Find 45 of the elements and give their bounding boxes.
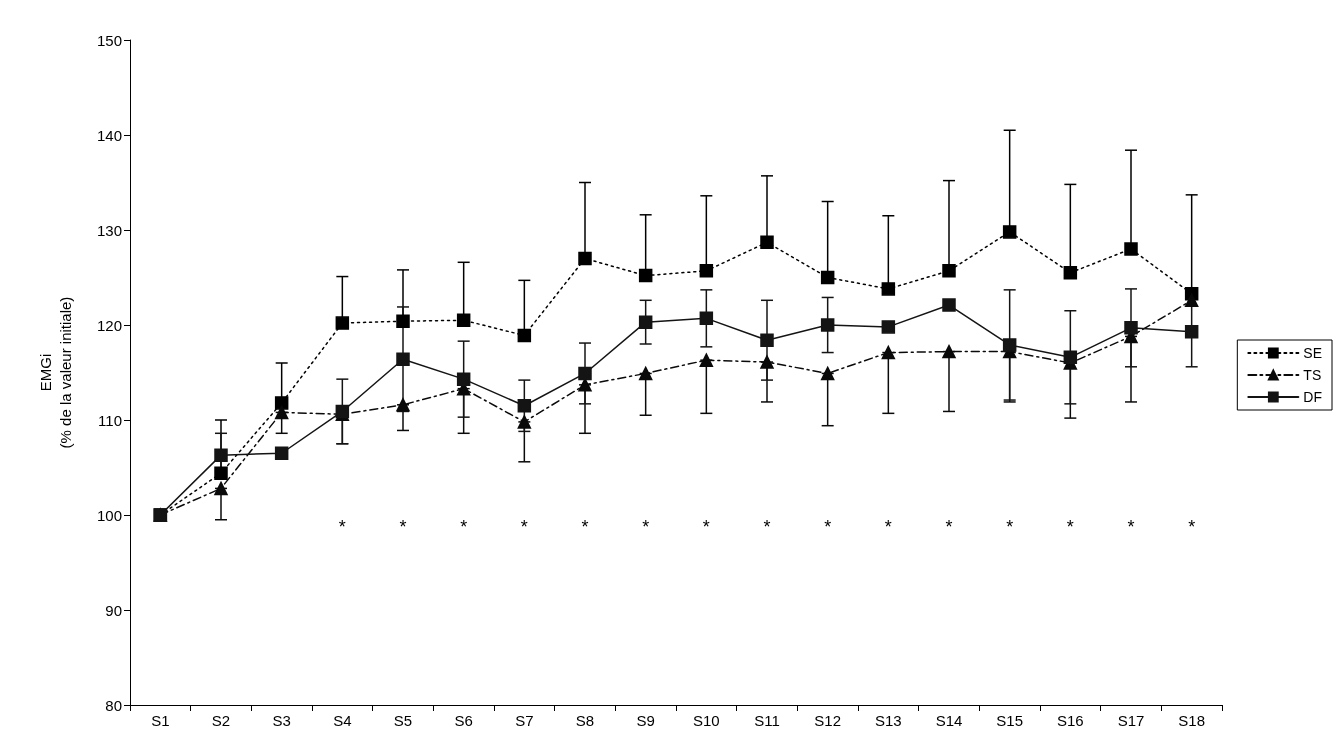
x-tick-label: S10: [692, 712, 720, 729]
y-tick-label: 90: [105, 601, 122, 619]
annotation: *: [945, 517, 953, 537]
y-tick-label: 80: [105, 696, 122, 714]
annotation: *: [520, 517, 528, 537]
y-tick-label: 120: [96, 316, 122, 334]
x-tick-label: S3: [272, 712, 291, 729]
y-tick-label: 100: [96, 506, 122, 524]
annotation: *: [702, 517, 710, 537]
annotation: *: [642, 517, 650, 537]
annotation: *: [1127, 517, 1135, 537]
annotation: *: [1066, 517, 1074, 537]
x-tick-label: S12: [814, 712, 842, 729]
annotation: *: [460, 517, 468, 537]
annotation: *: [581, 517, 589, 537]
x-tick-label: S13: [874, 712, 902, 729]
legend-label: SE: [1303, 345, 1323, 361]
y-axis-title: EMGi (% de la valeur initiale): [36, 296, 74, 449]
annotation: *: [399, 517, 407, 537]
x-tick-label: S5: [393, 712, 413, 729]
x-tick-label: S16: [1056, 712, 1084, 729]
x-tick-label: S18: [1178, 712, 1206, 729]
legend-label: TS: [1303, 367, 1322, 383]
x-tick-label: S6: [454, 712, 473, 729]
x-tick-label: S17: [1117, 712, 1145, 729]
x-tick-label: S2: [211, 712, 231, 729]
annotation: *: [824, 517, 832, 537]
x-tick-label: S1: [151, 712, 170, 729]
x-tick-label: S9: [636, 712, 655, 729]
annotation: *: [1006, 517, 1014, 537]
annotation: *: [338, 517, 346, 537]
x-tick-label: S15: [996, 712, 1024, 729]
x-tick-label: S7: [515, 712, 534, 729]
y-tick-label: 130: [96, 221, 122, 239]
y-tick-label: 140: [96, 126, 122, 144]
x-tick-label: S14: [935, 712, 963, 729]
annotation: *: [884, 517, 892, 537]
x-tick-label: S4: [333, 712, 352, 729]
y-tick-label: 110: [98, 411, 122, 429]
y-tick-label: 150: [96, 31, 122, 49]
legend-label: DF: [1303, 389, 1322, 405]
x-tick-label: S11: [754, 712, 780, 729]
x-tick-label: S8: [575, 712, 595, 729]
annotation: *: [1188, 517, 1196, 537]
annotation: *: [763, 517, 771, 537]
